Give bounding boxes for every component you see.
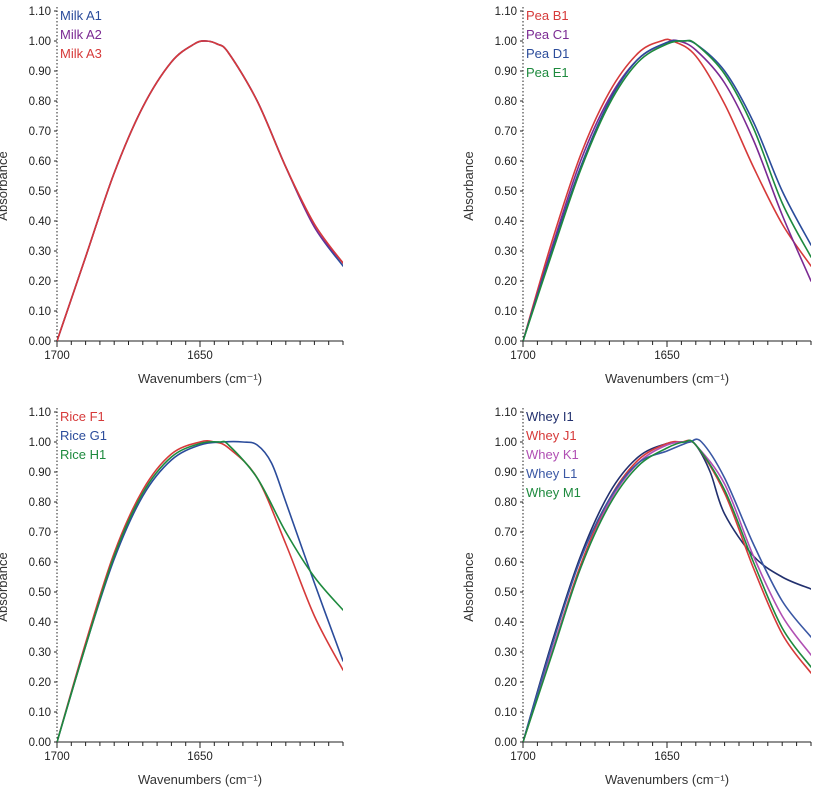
y-tick-label: 0.40: [29, 617, 51, 629]
legend-entry-whey-i1: Whey I1: [526, 409, 574, 424]
series-line-rice-g1: [57, 440, 343, 742]
y-tick-label: 0.40: [495, 216, 517, 228]
series-line-whey-l1: [523, 438, 811, 742]
y-tick-label: 0.60: [29, 557, 51, 569]
legend-entry-pea-c1: Pea C1: [526, 27, 569, 42]
legend-entry-pea-b1: Pea B1: [526, 8, 569, 23]
series-line-pea-b1: [523, 38, 811, 341]
y-tick-label: 0.00: [495, 737, 517, 749]
y-tick-label: 0.50: [29, 587, 51, 599]
y-tick-label: 0.80: [495, 497, 517, 509]
y-axis-title: Absorbance: [0, 552, 10, 621]
y-tick-label: 0.50: [495, 186, 517, 198]
y-tick-label: 0.50: [495, 587, 517, 599]
panel-milk: 1700 1650 0.00 0.10 0.20 0.30 0.40 0.50 0.60 0.70…: [0, 6, 344, 386]
y-tick-label: 0.90: [29, 66, 51, 78]
x-tick-label: 1700: [44, 751, 70, 763]
legend-entry-whey-l1: Whey L1: [526, 466, 577, 481]
y-tick-label: 0.40: [495, 617, 517, 629]
y-tick-label: 0.30: [495, 647, 517, 659]
y-tick-label: 0.00: [29, 336, 51, 348]
y-tick-label: 1.10: [29, 6, 51, 18]
y-tick-label: 0.10: [29, 306, 51, 318]
panel-whey: 1700 1650 0.00 0.10 0.20 0.30 0.40 0.50 0.60 0.70…: [461, 407, 812, 787]
y-tick-label: 0.10: [495, 306, 517, 318]
x-tick-label: 1700: [510, 350, 536, 362]
y-tick-label: 0.10: [29, 707, 51, 719]
y-tick-label: 0.70: [29, 126, 51, 138]
x-axis-title: Wavenumbers (cm⁻¹): [138, 772, 262, 787]
x-tick-label: 1700: [44, 350, 70, 362]
legend-entry-rice-f1: Rice F1: [60, 409, 105, 424]
x-tick-label: 1650: [654, 751, 680, 763]
legend-entry-milk-a3: Milk A3: [60, 46, 102, 61]
y-tick-label: 0.40: [29, 216, 51, 228]
legend-entry-whey-k1: Whey K1: [526, 447, 579, 462]
y-tick-label: 0.30: [29, 647, 51, 659]
x-tick-label: 1700: [510, 751, 536, 763]
y-tick-label: 0.90: [495, 467, 517, 479]
y-tick-label: 1.00: [495, 437, 517, 449]
y-tick-label: 0.60: [29, 156, 51, 168]
series-line-milk-a3: [57, 40, 343, 341]
x-tick-label: 1650: [654, 350, 680, 362]
y-tick-label: 0.10: [495, 707, 517, 719]
series-line-pea-e1: [523, 39, 811, 341]
y-axis-title: Absorbance: [0, 151, 10, 220]
y-tick-label: 0.20: [495, 276, 517, 288]
y-tick-label: 0.90: [29, 467, 51, 479]
y-tick-label: 1.00: [495, 36, 517, 48]
legend-entry-whey-j1: Whey J1: [526, 428, 577, 443]
y-tick-label: 0.00: [29, 737, 51, 749]
panel-pea: 1700 1650 0.00 0.10 0.20 0.30 0.40 0.50 0.60 0.70…: [461, 6, 812, 386]
x-tick-label: 1650: [187, 350, 213, 362]
y-tick-label: 0.70: [495, 527, 517, 539]
legend-entry-rice-h1: Rice H1: [60, 447, 106, 462]
y-tick-label: 0.70: [495, 126, 517, 138]
y-tick-label: 0.30: [29, 246, 51, 258]
y-tick-label: 0.80: [29, 96, 51, 108]
y-tick-label: 0.50: [29, 186, 51, 198]
y-axis-title: Absorbance: [461, 151, 476, 220]
series-line-rice-h1: [57, 440, 343, 742]
series-line-pea-c1: [523, 39, 811, 341]
legend-entry-rice-g1: Rice G1: [60, 428, 107, 443]
y-tick-label: 0.80: [29, 497, 51, 509]
series-line-milk-a2: [57, 40, 343, 341]
y-tick-label: 1.10: [495, 407, 517, 419]
legend-entry-pea-d1: Pea D1: [526, 46, 569, 61]
y-tick-label: 1.10: [29, 407, 51, 419]
series-line-milk-a1: [57, 40, 343, 341]
legend-entry-pea-e1: Pea E1: [526, 65, 569, 80]
panel-rice: 1700 1650 0.00 0.10 0.20 0.30 0.40 0.50 0.60 0.70…: [0, 407, 344, 787]
y-tick-label: 0.60: [495, 156, 517, 168]
legend-entry-milk-a1: Milk A1: [60, 8, 102, 23]
y-tick-label: 0.30: [495, 246, 517, 258]
y-tick-label: 0.00: [495, 336, 517, 348]
y-tick-label: 0.90: [495, 66, 517, 78]
y-tick-label: 0.60: [495, 557, 517, 569]
legend-entry-whey-m1: Whey M1: [526, 485, 581, 500]
series-line-pea-d1: [523, 39, 811, 341]
y-tick-label: 0.20: [29, 276, 51, 288]
series-line-rice-f1: [57, 440, 343, 742]
y-tick-label: 1.00: [29, 36, 51, 48]
legend-entry-milk-a2: Milk A2: [60, 27, 102, 42]
y-tick-label: 1.10: [495, 6, 517, 18]
y-tick-label: 0.70: [29, 527, 51, 539]
series-line-whey-m1: [523, 439, 811, 742]
x-axis-title: Wavenumbers (cm⁻¹): [605, 772, 729, 787]
y-tick-label: 1.00: [29, 437, 51, 449]
y-axis-title: Absorbance: [461, 552, 476, 621]
y-tick-label: 0.80: [495, 96, 517, 108]
x-tick-label: 1650: [187, 751, 213, 763]
y-tick-label: 0.20: [495, 677, 517, 689]
x-axis-title: Wavenumbers (cm⁻¹): [138, 371, 262, 386]
x-axis-title: Wavenumbers (cm⁻¹): [605, 371, 729, 386]
y-tick-label: 0.20: [29, 677, 51, 689]
